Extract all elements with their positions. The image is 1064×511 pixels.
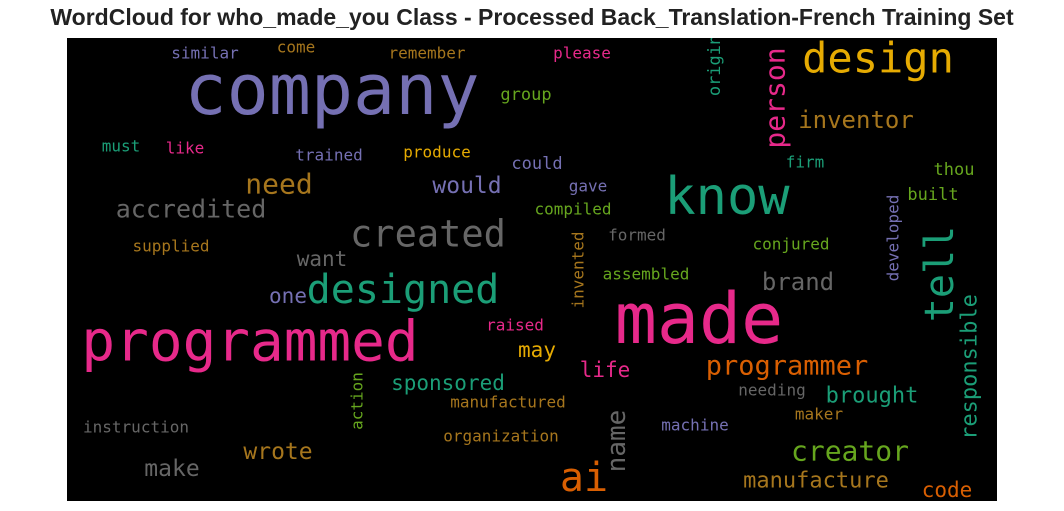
word-design: design [802, 38, 954, 83]
word-raised: raised [486, 316, 544, 335]
word-code: code [922, 478, 973, 501]
chart-title: WordCloud for who_made_you Class - Proce… [50, 4, 1014, 30]
word-firm: firm [786, 153, 825, 172]
word-could: could [511, 154, 562, 174]
word-one: one [269, 284, 307, 308]
word-assembled: assembled [603, 265, 690, 284]
word-instruction: instruction [83, 418, 189, 437]
word-company: company [184, 49, 479, 131]
word-know: know [664, 167, 790, 227]
word-programmed: programmed [81, 310, 418, 375]
word-supplied: supplied [132, 237, 209, 256]
word-need: need [245, 168, 312, 201]
word-must: must [102, 137, 141, 156]
word-like: like [166, 139, 205, 158]
word-brand: brand [762, 268, 834, 296]
word-machine: machine [661, 416, 728, 435]
word-originator: originator [705, 38, 725, 96]
word-inventor: inventor [798, 106, 914, 134]
word-compiled: compiled [534, 200, 611, 219]
word-wrote: wrote [243, 439, 312, 465]
word-trained: trained [295, 146, 362, 165]
wordcloud-canvas: company made programmed know design designed c… [67, 38, 997, 501]
word-programmer: programmer [706, 351, 869, 382]
word-tell: tell [917, 226, 963, 322]
word-name: name [602, 410, 632, 473]
word-sponsored: sponsored [391, 371, 505, 395]
word-designed: designed [307, 267, 500, 313]
word-brought: brought [826, 384, 919, 409]
word-action: action [348, 372, 367, 430]
word-developed: developed [884, 195, 903, 282]
word-may: may [518, 338, 556, 362]
word-created: created [350, 213, 506, 256]
word-person: person [759, 47, 792, 148]
word-responsible: responsible [958, 294, 983, 440]
word-formed: formed [608, 226, 666, 245]
word-conjured: conjured [752, 235, 829, 254]
word-want: want [297, 247, 348, 271]
word-similar: similar [171, 44, 239, 63]
word-gave: gave [569, 177, 608, 196]
word-maker: maker [795, 405, 844, 424]
word-produce: produce [403, 143, 470, 162]
word-remember: remember [388, 44, 465, 63]
wordcloud-svg: company made programmed know design designed c… [81, 38, 983, 501]
word-creator: creator [791, 435, 909, 468]
word-thou: thou [934, 160, 975, 180]
word-invented: invented [569, 231, 588, 308]
word-manufactured: manufactured [450, 393, 566, 412]
word-organization: organization [443, 427, 559, 446]
word-needing: needing [738, 381, 805, 400]
word-made: made [615, 278, 784, 360]
word-would: would [432, 173, 501, 199]
word-please: please [553, 44, 611, 63]
word-ai: ai [560, 455, 608, 501]
word-come: come [277, 38, 316, 57]
word-built: built [907, 185, 958, 205]
word-life: life [580, 358, 631, 382]
word-group: group [500, 85, 551, 105]
word-make: make [144, 456, 199, 482]
word-accredited: accredited [116, 195, 267, 224]
word-manufacture: manufacture [743, 469, 889, 494]
